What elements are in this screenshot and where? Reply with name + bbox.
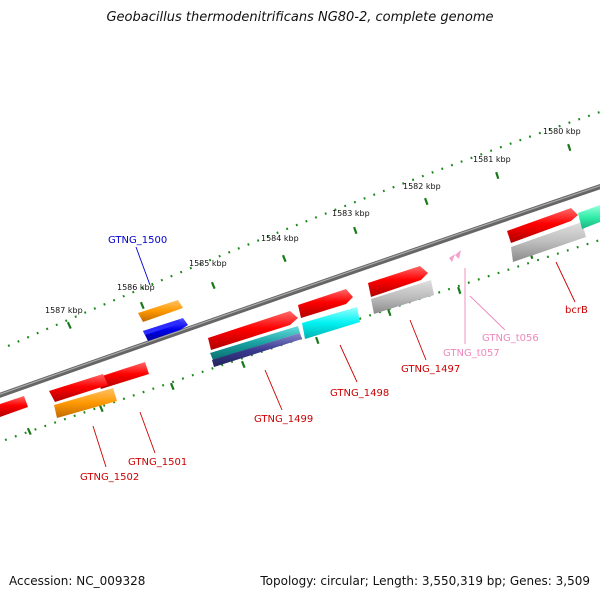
tick-label: 1586 kbp bbox=[117, 283, 155, 292]
genome-summary-text: Topology: circular; Length: 3,550,319 bp… bbox=[260, 574, 590, 588]
gene-gtng-1501[interactable] bbox=[96, 362, 149, 389]
gene-labels: GTNG_1500 GTNG_1499 GTNG_1498 GTNG_1497 … bbox=[80, 235, 588, 483]
tick-label: 1583 kbp bbox=[332, 209, 370, 218]
ruler-tick-labels: 1580 kbp 1581 kbp 1582 kbp 1583 kbp 1584… bbox=[45, 127, 581, 315]
tick-label: 1587 kbp bbox=[45, 306, 83, 315]
genome-title: Geobacillus thermodenitrificans NG80-2, … bbox=[106, 10, 494, 25]
tick-label: 1584 kbp bbox=[261, 234, 299, 243]
tick-label: 1580 kbp bbox=[543, 127, 581, 136]
gene-label-gtng-1500[interactable]: GTNG_1500 bbox=[108, 235, 167, 246]
trna-gtng-t056[interactable] bbox=[455, 250, 461, 259]
gene-gtng-1500[interactable] bbox=[138, 300, 188, 341]
gene-gtng-1499[interactable] bbox=[208, 311, 302, 367]
tick-label: 1581 kbp bbox=[473, 155, 511, 164]
gene-gtng-1497[interactable] bbox=[368, 266, 434, 314]
accession-text: Accession: NC_009328 bbox=[9, 574, 146, 588]
gene-gtng-1498[interactable] bbox=[298, 289, 360, 339]
gene-label-gtng-t057[interactable]: GTNG_t057 bbox=[443, 348, 500, 359]
tick-label: 1585 kbp bbox=[189, 259, 227, 268]
trna-gtng-t057[interactable] bbox=[449, 254, 455, 262]
gene-left-edge bbox=[0, 396, 28, 417]
gene-label-gtng-1499[interactable]: GTNG_1499 bbox=[254, 414, 313, 425]
tick-label: 1582 kbp bbox=[403, 182, 441, 191]
gene-label-bcrb[interactable]: bcrB bbox=[565, 305, 588, 316]
gene-gtng-1502[interactable] bbox=[49, 374, 117, 418]
gene-label-gtng-1501[interactable]: GTNG_1501 bbox=[128, 457, 187, 468]
gene-label-gtng-t056[interactable]: GTNG_t056 bbox=[482, 333, 539, 344]
ruler-major-ticks bbox=[66, 143, 572, 330]
gene-label-gtng-1502[interactable]: GTNG_1502 bbox=[80, 472, 139, 483]
gene-bcrb[interactable] bbox=[507, 205, 600, 262]
genome-backbone bbox=[0, 184, 600, 398]
gene-label-gtng-1498[interactable]: GTNG_1498 bbox=[330, 388, 389, 399]
gene-label-gtng-1497[interactable]: GTNG_1497 bbox=[401, 364, 460, 375]
label-leader-lines bbox=[92, 246, 576, 468]
